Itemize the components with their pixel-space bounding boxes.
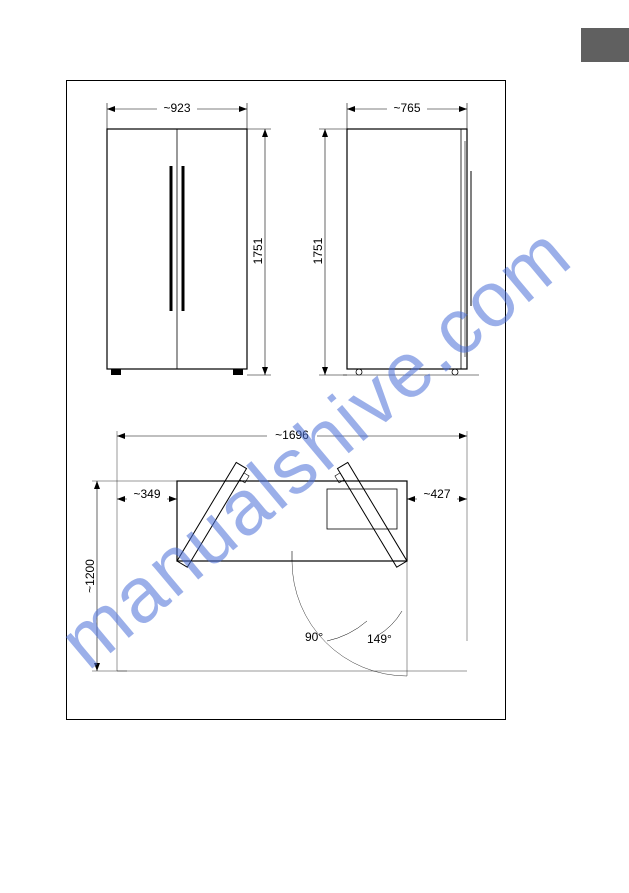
side-width-label: ~765 bbox=[393, 101, 420, 115]
angle-90-label: 90° bbox=[305, 630, 323, 644]
angle-149-label: 149° bbox=[367, 632, 392, 646]
front-view: ~923 1751 bbox=[107, 101, 271, 375]
top-depth-label: ~1200 bbox=[83, 559, 97, 593]
top-right-door-label: ~427 bbox=[423, 487, 450, 501]
technical-drawing: ~923 1751 ~ bbox=[67, 81, 505, 719]
side-view: ~765 1751 bbox=[311, 101, 479, 375]
top-total-width-label: ~1696 bbox=[275, 428, 309, 442]
front-height-label: 1751 bbox=[251, 237, 265, 264]
diagram-frame: ~923 1751 ~ bbox=[66, 80, 506, 720]
top-view: 90° 149° ~1696 ~349 ~427 bbox=[83, 428, 467, 676]
front-width-label: ~923 bbox=[163, 101, 190, 115]
page-tab bbox=[581, 28, 629, 62]
top-left-door-label: ~349 bbox=[133, 487, 160, 501]
side-height-label: 1751 bbox=[311, 237, 325, 264]
